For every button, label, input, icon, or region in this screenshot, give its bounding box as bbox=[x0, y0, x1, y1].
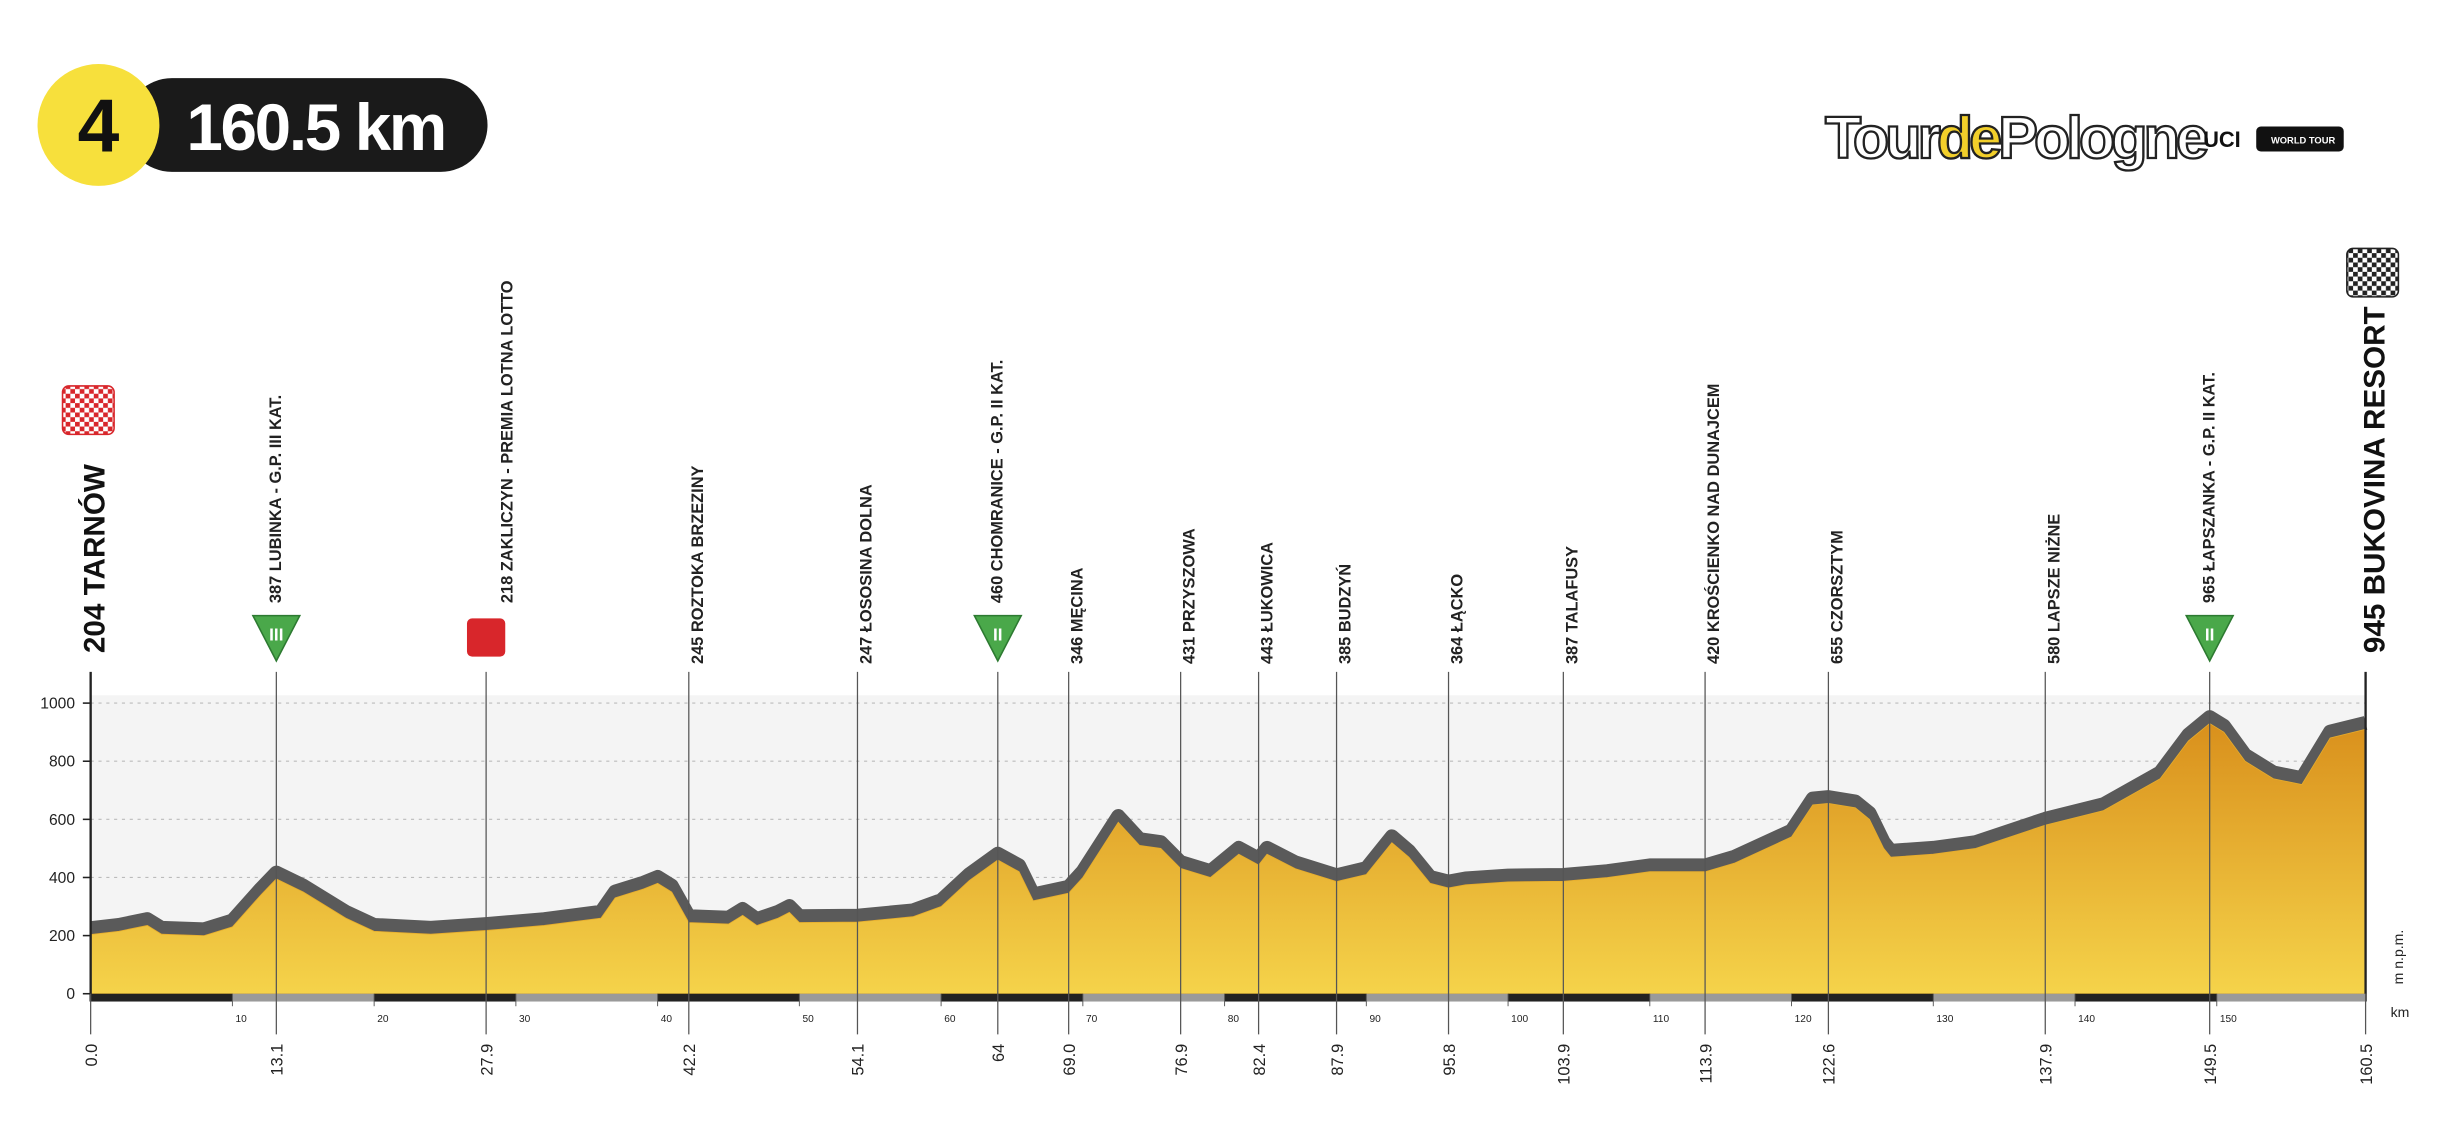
x-tick-label: 90 bbox=[1369, 1014, 1381, 1025]
distance-label: 95.8 bbox=[1441, 1044, 1459, 1076]
start-flag bbox=[61, 385, 115, 436]
x-tick-label: 140 bbox=[2078, 1014, 2095, 1025]
world-tour-badge bbox=[2256, 126, 2344, 152]
x-axis-band bbox=[1508, 993, 1650, 1002]
stage-number: 4 bbox=[78, 84, 120, 168]
x-axis-band bbox=[1791, 993, 1934, 1002]
x-tick-label: 150 bbox=[2220, 1014, 2237, 1025]
stage-badge bbox=[37, 64, 160, 186]
x-axis-band bbox=[515, 993, 658, 1002]
x-tick-label: 70 bbox=[1086, 1014, 1098, 1025]
finish-label: 945 BUKOVINA RESORT bbox=[2358, 306, 2391, 653]
x-axis-band bbox=[1224, 993, 1367, 1002]
climb-category: III bbox=[269, 625, 283, 645]
waypoint-label: 431 PRZYSZOWA bbox=[1181, 528, 1199, 664]
x-tick-label: 30 bbox=[519, 1014, 531, 1025]
waypoint-label: 247 ŁOSOSINA DOLNA bbox=[858, 484, 876, 664]
waypoint-label: 385 BUDZYŃ bbox=[1336, 564, 1355, 664]
waypoint-label: 580 LAPSZE NIŻNE bbox=[2045, 514, 2063, 664]
waypoint-label: 965 ŁAPSZANKA - G.P. II KAT. bbox=[2200, 372, 2218, 603]
logo-part: Pologne bbox=[1998, 104, 2207, 171]
climb-category: II bbox=[2205, 625, 2215, 645]
distance-label: 42.2 bbox=[681, 1044, 699, 1076]
distance-label: 64 bbox=[990, 1044, 1008, 1062]
x-axis-band bbox=[374, 993, 516, 1002]
x-axis-band bbox=[1366, 993, 1509, 1002]
x-tick-label: 50 bbox=[802, 1014, 814, 1025]
y-tick-label: 0 bbox=[66, 986, 75, 1003]
distance-label: 69.0 bbox=[1061, 1044, 1079, 1076]
x-tick-label: 120 bbox=[1795, 1014, 1812, 1025]
waypoint-label: 346 MĘCINA bbox=[1069, 567, 1087, 664]
distance-label: 82.4 bbox=[1251, 1044, 1269, 1076]
x-axis-band bbox=[2216, 993, 2366, 1002]
start-km-label: 0.0 bbox=[83, 1044, 101, 1067]
uci-logo: UCI bbox=[2203, 127, 2241, 152]
x-axis-band bbox=[232, 993, 375, 1002]
logo-part: Tour bbox=[1825, 104, 1941, 171]
x-axis-band bbox=[1082, 993, 1225, 1002]
distance-label: 149.5 bbox=[2202, 1044, 2220, 1085]
waypoint-label: 364 ŁĄCKO bbox=[1449, 574, 1467, 664]
y-tick-label: 1000 bbox=[40, 696, 75, 713]
x-tick-label: 40 bbox=[661, 1014, 673, 1025]
distance-label: 27.9 bbox=[478, 1044, 496, 1076]
sprint-marker bbox=[464, 615, 508, 659]
waypoint-label: 387 LUBINKA - G.P. III KAT. bbox=[267, 395, 285, 603]
distance-label: 103.9 bbox=[1556, 1044, 1574, 1085]
x-tick-label: 80 bbox=[1228, 1014, 1240, 1025]
x-axis-band bbox=[657, 993, 800, 1002]
x-axis-band bbox=[941, 993, 1083, 1002]
x-tick-label: 130 bbox=[1936, 1014, 1953, 1025]
logo-part: de bbox=[1937, 104, 2000, 171]
profile-area bbox=[90, 722, 2366, 995]
x-tick-label: 60 bbox=[944, 1014, 956, 1025]
waypoint-label: 245 ROZTOKA BRZEZINY bbox=[689, 465, 707, 664]
y-tick-label: 600 bbox=[49, 812, 75, 829]
distance-label: 137.9 bbox=[2038, 1044, 2056, 1085]
distance-label: 13.1 bbox=[269, 1044, 287, 1076]
climb-category: II bbox=[993, 625, 1003, 645]
distance-label: 122.6 bbox=[1821, 1044, 1839, 1085]
x-axis-band bbox=[90, 993, 233, 1002]
y-tick-label: 800 bbox=[49, 754, 75, 771]
distance-label: 54.1 bbox=[850, 1044, 868, 1076]
waypoint-label: 443 ŁUKOWICA bbox=[1259, 542, 1277, 664]
x-axis-band bbox=[2075, 993, 2217, 1002]
waypoint-label: 218 ZAKLICZYN - PREMIA LOTNA LOTTO bbox=[499, 280, 517, 603]
logo: TourdePologne bbox=[1825, 104, 2207, 171]
waypoint-label: 460 CHOMRANICE - G.P. II KAT. bbox=[988, 360, 1006, 603]
x-axis-band bbox=[1933, 993, 2076, 1002]
distance-label: 87.9 bbox=[1329, 1044, 1347, 1076]
y-tick-label: 200 bbox=[49, 928, 75, 945]
waypoint-label: 387 TALAFUSY bbox=[1563, 546, 1581, 664]
distance-label: 113.9 bbox=[1697, 1044, 1715, 1084]
x-tick-label: 100 bbox=[1511, 1014, 1528, 1025]
waypoint-label: 420 KROŚCIENKO NAD DUNAJCEM bbox=[1704, 384, 1723, 665]
x-axis-label: km bbox=[2391, 1004, 2410, 1020]
climb-marker bbox=[973, 614, 1023, 663]
x-tick-label: 20 bbox=[377, 1014, 389, 1025]
y-axis-label: m n.p.m. bbox=[2390, 930, 2406, 985]
climb-marker bbox=[2184, 614, 2235, 663]
x-tick-label: 110 bbox=[1653, 1014, 1670, 1025]
finish-flag bbox=[2346, 247, 2400, 298]
distance-label: 76.9 bbox=[1173, 1044, 1191, 1076]
x-axis-band bbox=[799, 993, 942, 1002]
chart-title: 160.5 km bbox=[186, 91, 445, 164]
world-tour-text: WORLD TOUR bbox=[2271, 136, 2336, 146]
finish-km-label: 160.5 bbox=[2358, 1044, 2376, 1085]
title-pill bbox=[125, 78, 488, 172]
start-label: 204 TARNÓW bbox=[78, 464, 112, 653]
climb-marker bbox=[251, 614, 302, 663]
x-tick-label: 10 bbox=[236, 1014, 248, 1025]
y-tick-label: 400 bbox=[49, 870, 75, 887]
plot: 0 200 400 600 800 1000 10 20 30 40 50 60 70 80 90 100 11… bbox=[40, 280, 2409, 1085]
waypoint-label: 655 CZORSZTYM bbox=[1828, 530, 1846, 664]
x-axis-band bbox=[1649, 993, 1792, 1002]
